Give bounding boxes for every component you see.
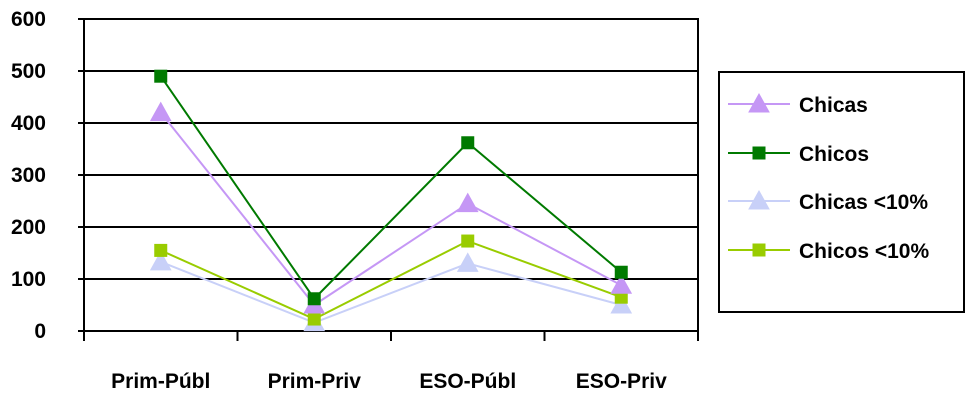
data-point [307, 292, 321, 306]
y-tick-label: 100 [11, 268, 46, 291]
y-tick-label: 200 [11, 216, 46, 239]
data-point [149, 250, 172, 271]
series-chicas-10 [149, 250, 633, 332]
x-tick-label: ESO-Priv [576, 370, 667, 393]
y-tick-label: 400 [11, 112, 46, 135]
data-point [456, 252, 479, 272]
y-tick-label: 0 [34, 320, 46, 343]
legend-item: Chicas <10% [728, 189, 928, 214]
y-tick-label: 300 [11, 164, 46, 187]
x-tick-label: ESO-Públ [419, 370, 516, 393]
data-point [456, 192, 479, 213]
data-point [149, 101, 172, 122]
series-line [160, 260, 622, 324]
legend: Chicas Chicos Chicas <10% Chicos <10% [718, 71, 965, 313]
x-tick-label: Prim-Públ [111, 370, 210, 393]
legend-label: Chicos <10% [799, 240, 929, 263]
y-tick-label: 600 [11, 8, 46, 31]
legend-marker [752, 146, 766, 160]
series-chicos-10 [154, 234, 628, 326]
legend-marker [748, 189, 770, 210]
legend-item: Chicos [728, 143, 869, 166]
y-tick-label: 500 [11, 60, 46, 83]
legend-label: Chicas [799, 94, 868, 117]
plot-area: 0 100 200 300 400 500 600 Prim-Públ Prim-Priv ESO… [11, 8, 699, 393]
series-line [159, 75, 622, 301]
data-point [461, 136, 475, 150]
legend-marker [748, 92, 770, 113]
data-point [614, 265, 628, 279]
legend-item: Chicas [728, 92, 868, 117]
legend-label: Chicos [799, 143, 869, 166]
data-point [610, 293, 633, 314]
data-point [154, 243, 168, 257]
series-chicas [149, 101, 633, 314]
data-point [610, 274, 633, 294]
data-point [461, 234, 475, 248]
data-point [154, 69, 168, 83]
legend-label: Chicas <10% [799, 191, 928, 214]
series-chicos [154, 69, 628, 306]
legend-marker [752, 243, 766, 257]
data-point [307, 312, 321, 326]
x-tick-label: Prim-Priv [268, 370, 362, 393]
series-line [159, 111, 622, 307]
series-line [160, 239, 622, 321]
legend-item: Chicos <10% [728, 240, 929, 263]
